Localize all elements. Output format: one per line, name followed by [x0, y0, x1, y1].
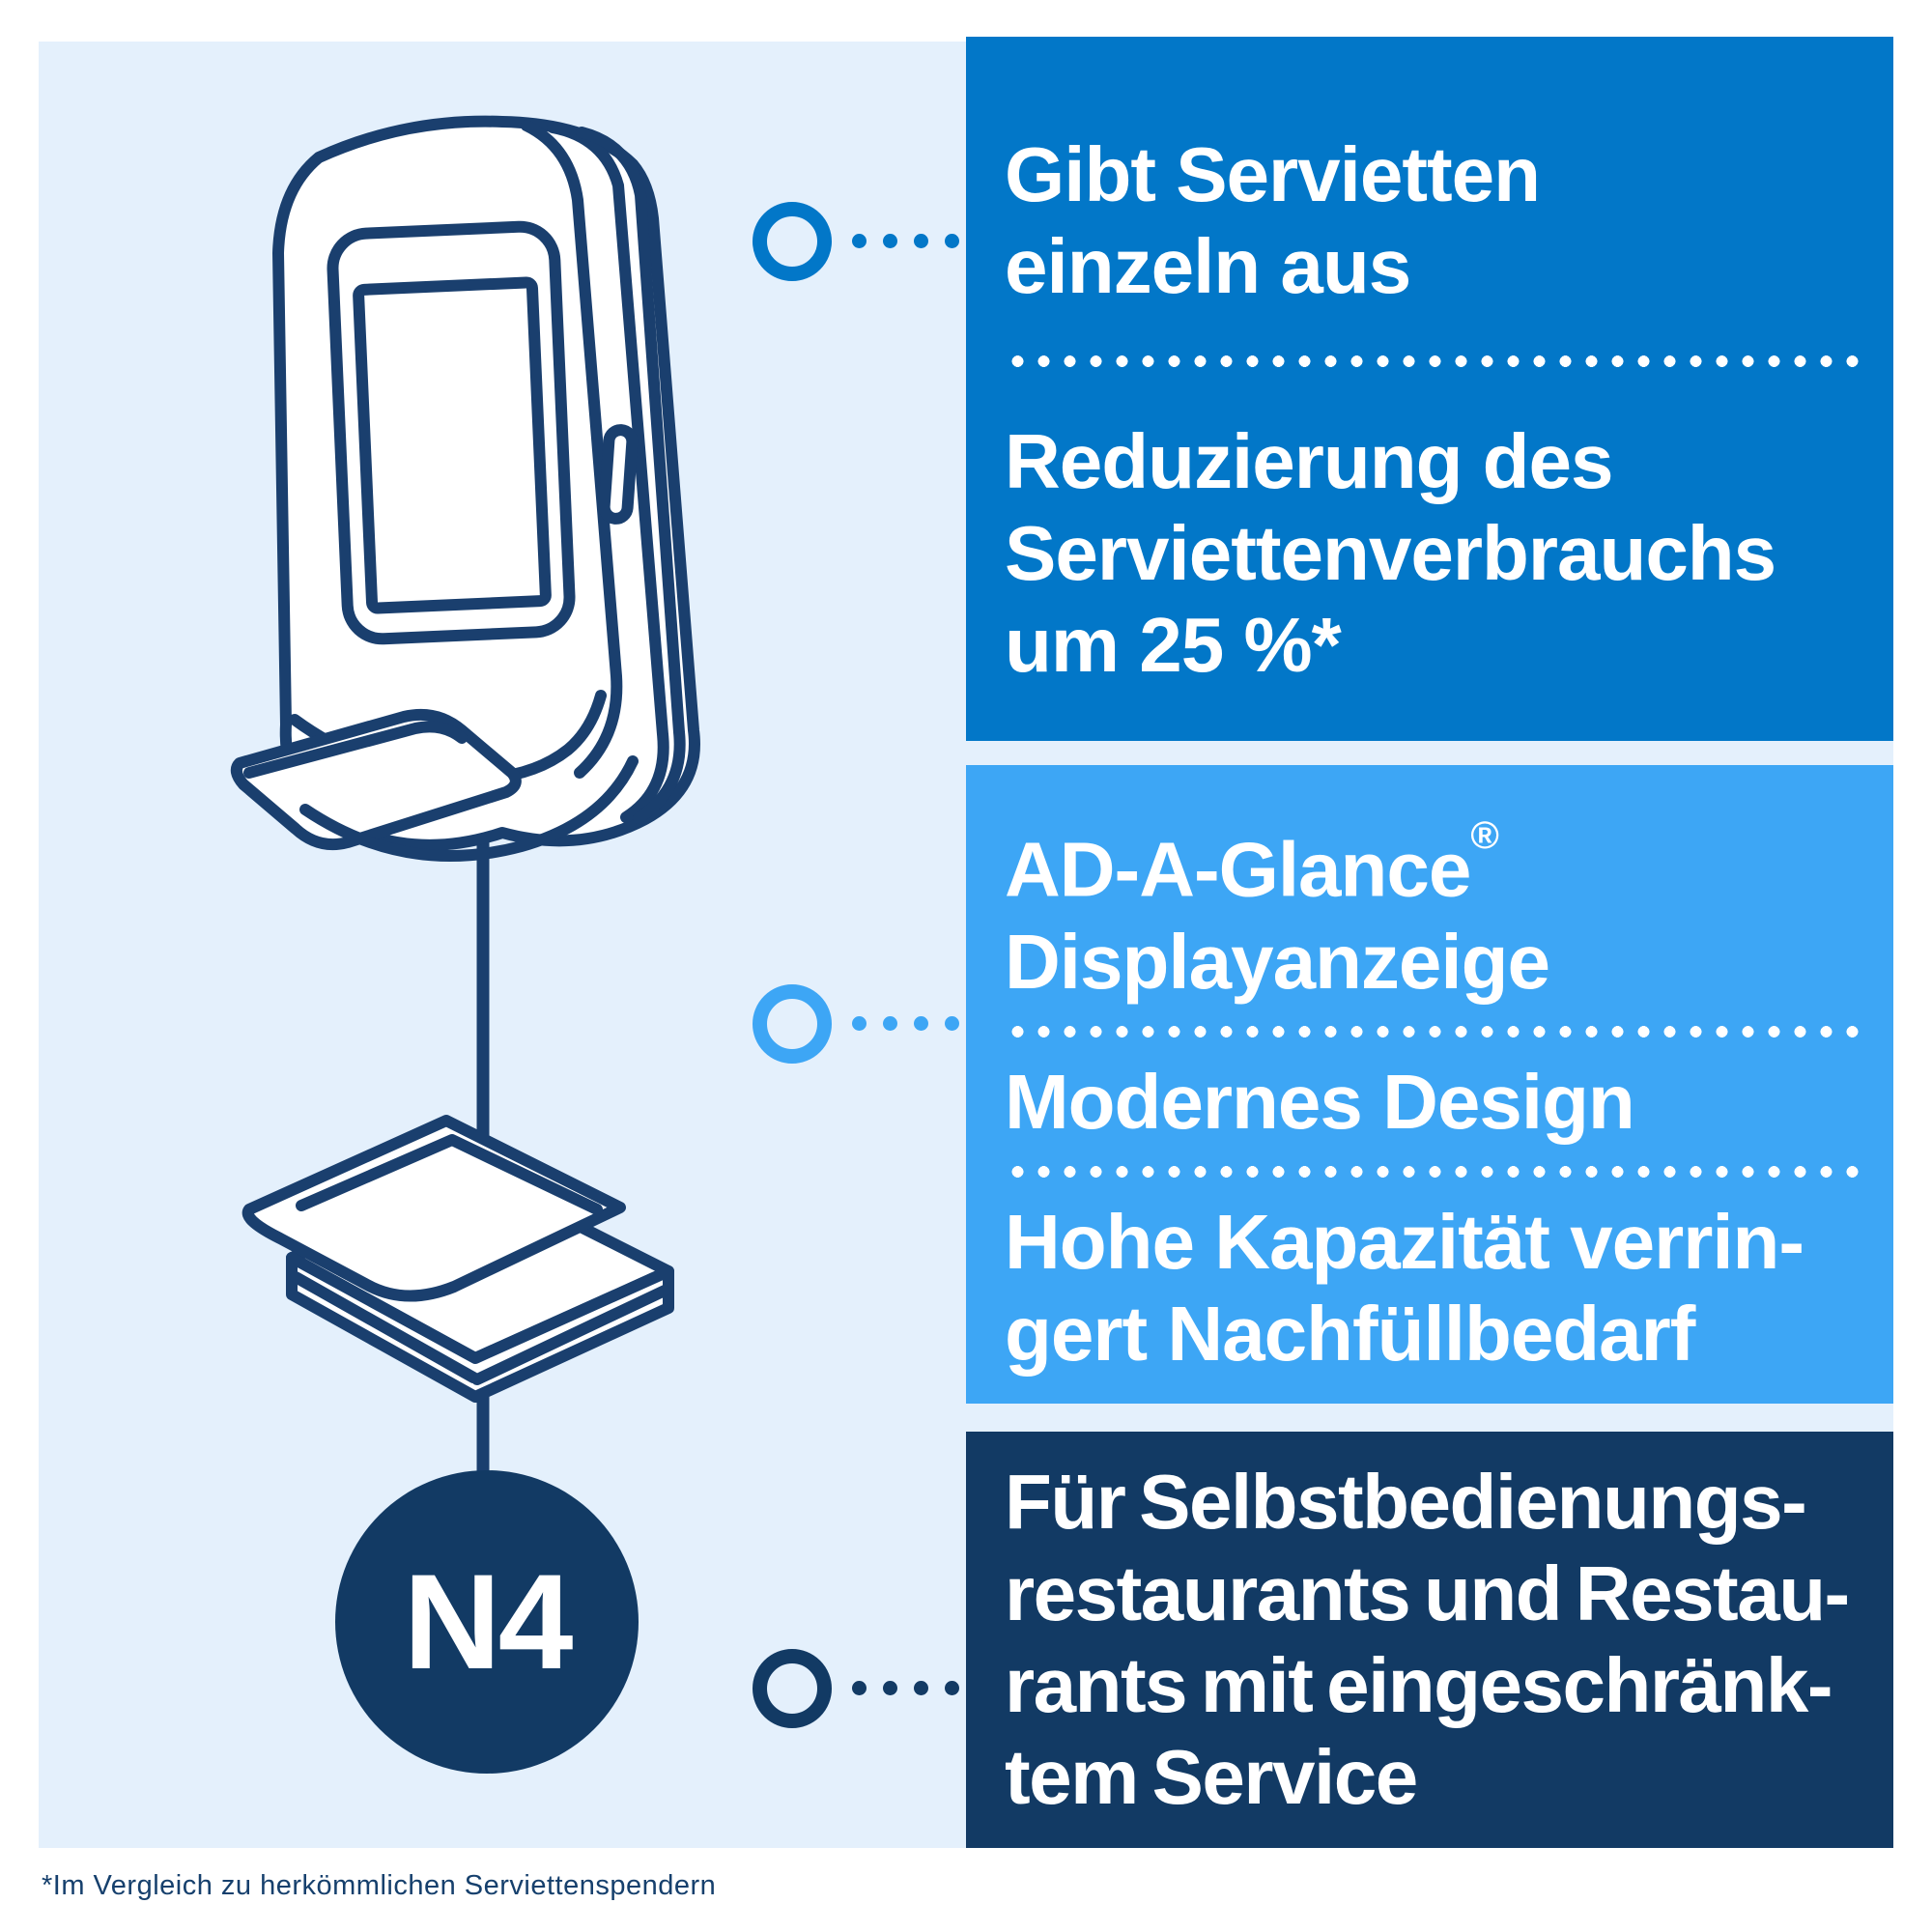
- feature-text: um 25 %*: [1005, 602, 1342, 688]
- connector-dots-1: [852, 234, 959, 248]
- feature-text: Für Selbstbedienungs-: [1005, 1459, 1807, 1545]
- feature-text: AD-A-Glance®: [1005, 814, 1499, 913]
- feature-block-design: AD-A-Glance® Displayanzeige Modernes Des…: [966, 765, 1893, 1404]
- feature-text: Modernes Design: [1005, 1058, 1635, 1145]
- dotted-separator: [1005, 1025, 1864, 1037]
- connector-ring-2: [753, 984, 832, 1064]
- feature-text: tem Service: [1005, 1734, 1418, 1820]
- connector-ring-3: [753, 1649, 832, 1728]
- n4-badge-label: N4: [403, 1546, 574, 1697]
- feature-text: gert Nachfüllbedarf: [1005, 1290, 1695, 1377]
- feature-text: Hohe Kapazität verrin-: [1005, 1198, 1804, 1285]
- feature-text: Reduzierung des: [1005, 418, 1614, 504]
- connector-dots-2: [852, 1016, 959, 1031]
- feature-text: Serviettenverbrauchs: [1005, 510, 1776, 596]
- feature-text: rants mit eingeschränk-: [1005, 1642, 1833, 1728]
- n4-badge: N4: [335, 1470, 639, 1774]
- footnote: *Im Vergleich zu herkömmlichen Serviette…: [42, 1870, 717, 1901]
- dotted-separator: [1005, 355, 1864, 367]
- connector-dots-3: [852, 1681, 959, 1695]
- feature-text: einzeln aus: [1005, 223, 1411, 309]
- feature-text: restaurants und Restau-: [1005, 1550, 1850, 1636]
- feature-text: Gibt Servietten: [1005, 131, 1541, 217]
- feature-block-single-dispense: Gibt Servietten einzeln aus Reduzierung …: [966, 37, 1893, 741]
- connector-ring-1: [753, 202, 832, 281]
- feature-text: Displayanzeige: [1005, 918, 1550, 1005]
- feature-block-target-segment: Für Selbstbedienungs- restaurants und Re…: [966, 1432, 1893, 1848]
- dotted-separator: [1005, 1165, 1864, 1178]
- registered-mark: ®: [1470, 814, 1499, 857]
